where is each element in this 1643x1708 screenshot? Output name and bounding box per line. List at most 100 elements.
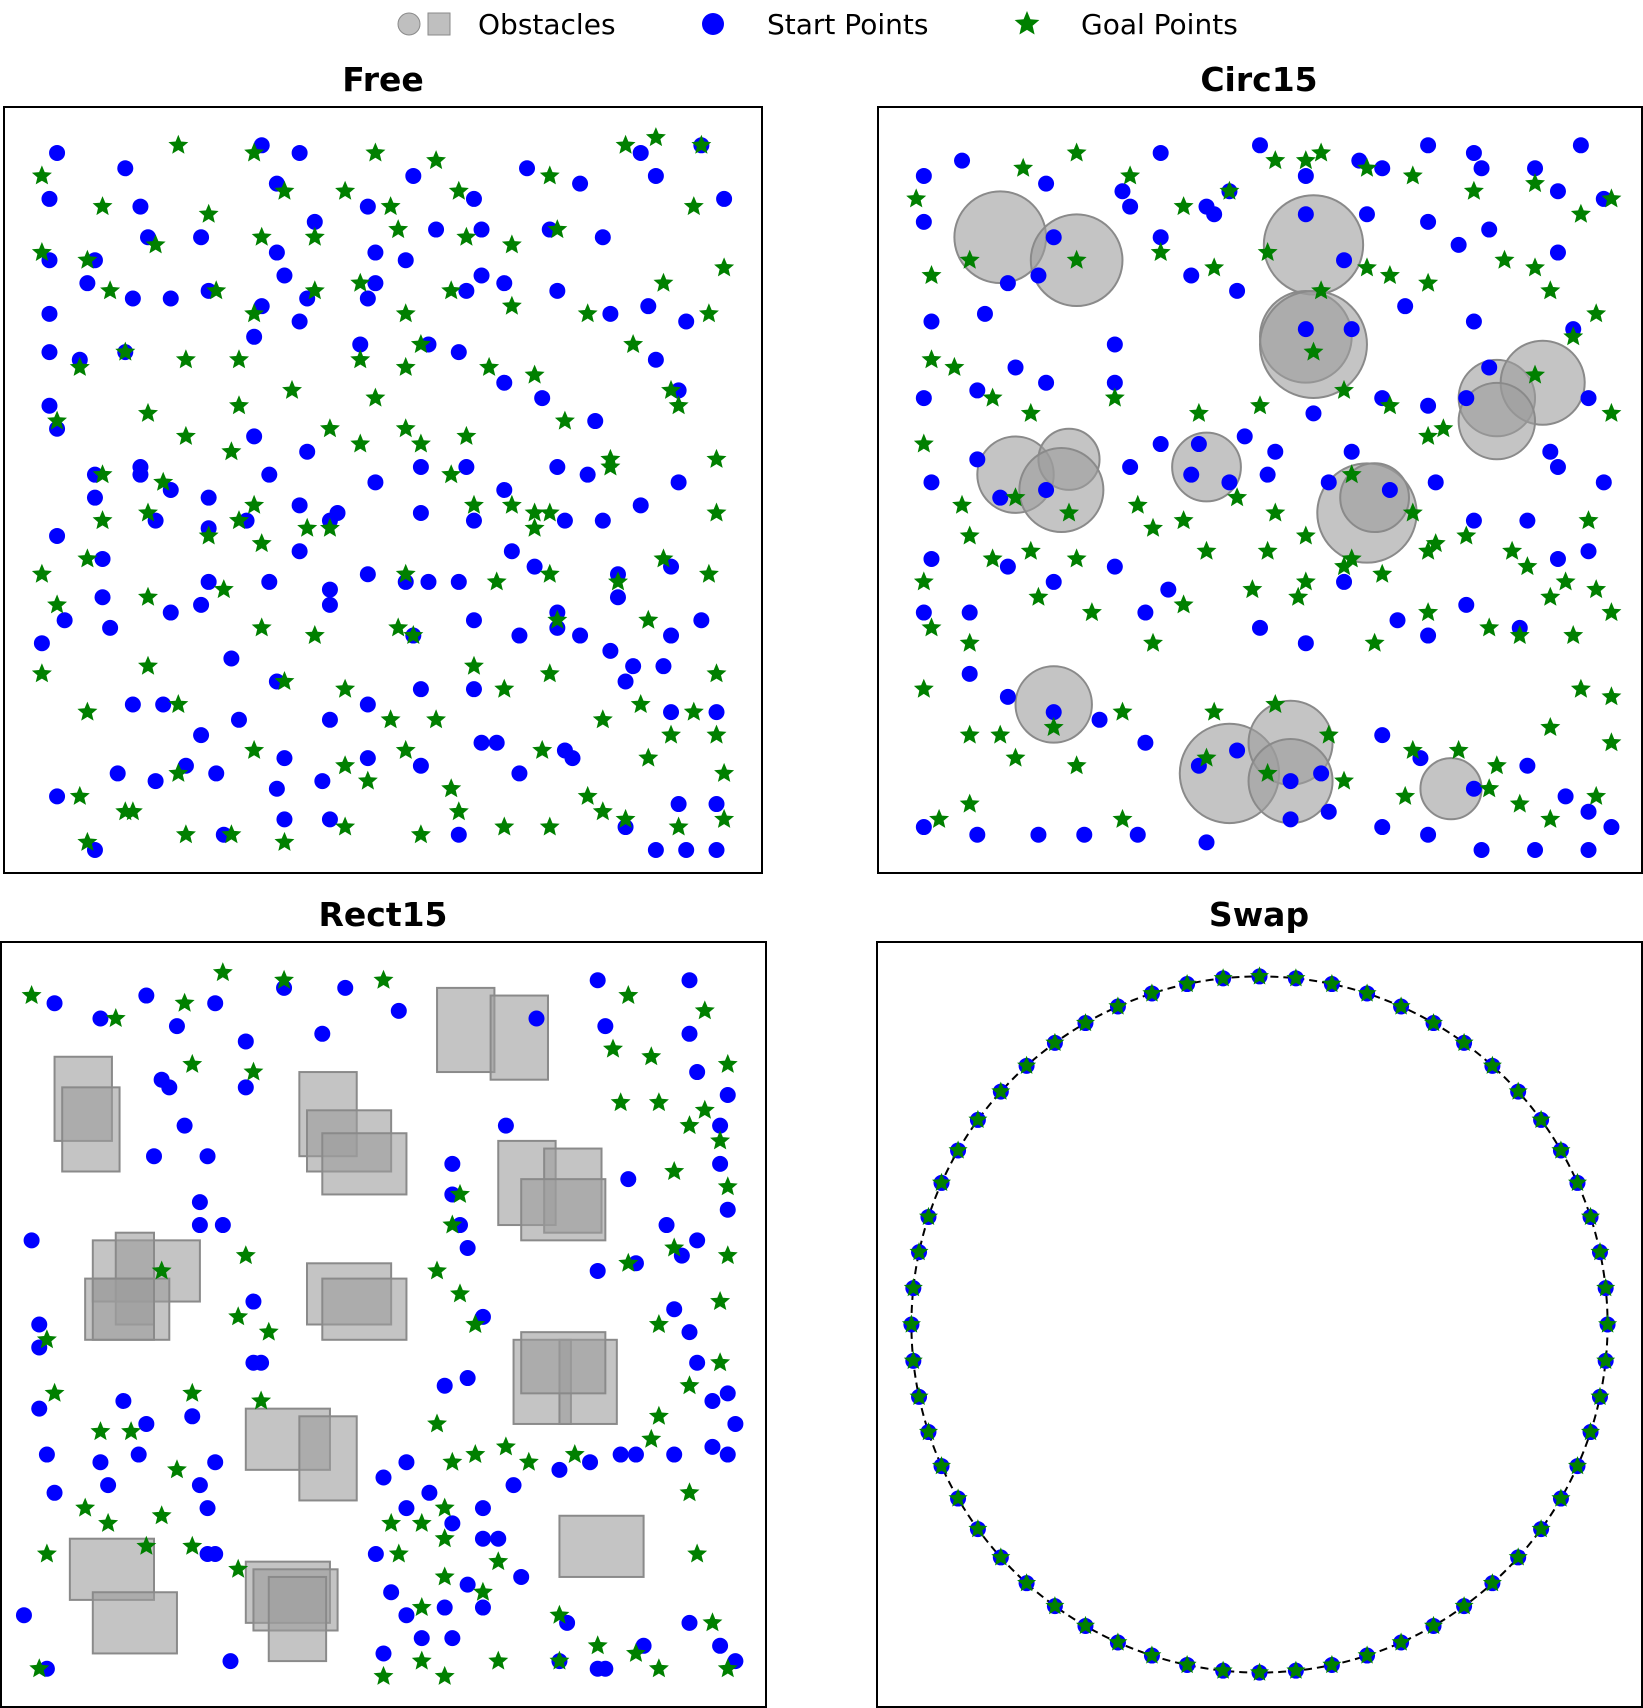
start-point xyxy=(199,1148,216,1165)
goal-point xyxy=(1334,379,1354,399)
goal-point xyxy=(1242,579,1263,599)
goal-point xyxy=(714,257,735,277)
start-point xyxy=(367,474,384,491)
goal-point xyxy=(1372,563,1393,583)
start-point xyxy=(450,344,467,361)
start-point xyxy=(511,627,528,644)
start-point xyxy=(86,489,103,506)
start-point xyxy=(1458,596,1475,613)
goal-point xyxy=(122,801,143,821)
start-point xyxy=(1106,558,1123,575)
goal-point xyxy=(1601,402,1622,422)
start-point xyxy=(94,589,111,606)
start-point xyxy=(617,673,634,690)
start-point xyxy=(56,612,73,629)
goal-point xyxy=(1418,602,1439,622)
start-point xyxy=(276,811,293,828)
goal-point xyxy=(653,548,674,568)
goal-point xyxy=(1173,196,1194,216)
start-point xyxy=(1076,826,1093,843)
goal-point xyxy=(365,387,386,407)
start-point xyxy=(474,1530,491,1547)
start-point xyxy=(1580,390,1597,407)
start-point xyxy=(359,290,376,307)
start-point xyxy=(589,972,606,989)
goal-point xyxy=(948,1488,968,1507)
goal-point xyxy=(373,969,394,989)
start-point xyxy=(1420,213,1437,230)
start-point xyxy=(49,144,66,161)
start-point xyxy=(94,550,111,567)
goal-point xyxy=(903,1278,923,1297)
goal-point xyxy=(1424,1615,1443,1634)
goal-point xyxy=(645,127,666,147)
goal-point xyxy=(403,625,424,644)
start-point xyxy=(923,550,940,567)
start-point xyxy=(1473,842,1490,859)
goal-point xyxy=(990,724,1011,744)
goal-point xyxy=(251,1390,272,1410)
start-point xyxy=(589,1262,606,1279)
start-point xyxy=(321,596,338,613)
start-point xyxy=(1580,543,1597,560)
start-point xyxy=(1137,734,1154,751)
start-point xyxy=(564,750,581,767)
goal-point xyxy=(615,808,636,828)
start-point xyxy=(413,1630,430,1647)
start-point xyxy=(612,1446,629,1463)
start-point xyxy=(474,1599,491,1616)
goal-point xyxy=(554,410,575,430)
goal-point xyxy=(1020,540,1041,560)
goal-point xyxy=(1402,739,1423,759)
start-point xyxy=(915,390,932,407)
goal-point xyxy=(1596,1350,1616,1369)
goal-point xyxy=(1540,586,1561,606)
start-point xyxy=(632,497,649,514)
goal-point xyxy=(1508,1081,1528,1100)
goal-point xyxy=(1143,517,1163,537)
plot-frame-circ15 xyxy=(877,106,1643,874)
start-point xyxy=(49,788,66,805)
start-point xyxy=(261,573,278,590)
start-point xyxy=(465,190,482,207)
start-point xyxy=(184,1408,201,1425)
goal-point xyxy=(1334,770,1354,790)
start-point xyxy=(306,213,323,230)
goal-point xyxy=(959,793,980,813)
start-point xyxy=(496,275,513,292)
goal-point xyxy=(1563,326,1584,346)
start-point xyxy=(488,734,505,751)
start-point xyxy=(582,1454,599,1471)
start-point xyxy=(712,1155,729,1172)
goal-point xyxy=(426,150,446,170)
start-point xyxy=(511,765,528,782)
goal-point xyxy=(1391,996,1411,1015)
start-point xyxy=(352,336,369,353)
start-point xyxy=(719,1446,736,1463)
goal-point xyxy=(539,563,560,583)
start-point xyxy=(412,504,429,521)
goal-point xyxy=(1112,808,1133,828)
start-point xyxy=(1557,788,1574,805)
goal-point xyxy=(1213,968,1233,987)
start-point xyxy=(132,198,149,215)
goal-point xyxy=(702,1612,723,1632)
start-point xyxy=(716,190,733,207)
goal-point xyxy=(488,1551,509,1571)
start-point xyxy=(670,474,687,491)
start-point xyxy=(689,1232,706,1249)
goal-point xyxy=(664,1161,685,1180)
start-point xyxy=(321,711,338,728)
start-point xyxy=(147,773,164,790)
goal-point xyxy=(395,356,416,376)
goal-point xyxy=(198,203,219,223)
goal-point xyxy=(592,709,613,729)
start-point xyxy=(1122,459,1139,476)
start-point xyxy=(1030,826,1047,843)
start-point xyxy=(992,489,1009,506)
goal-point xyxy=(251,617,272,637)
start-point xyxy=(237,1033,254,1050)
start-point xyxy=(1229,282,1246,299)
start-point xyxy=(412,459,429,476)
goal-point xyxy=(1364,632,1385,652)
